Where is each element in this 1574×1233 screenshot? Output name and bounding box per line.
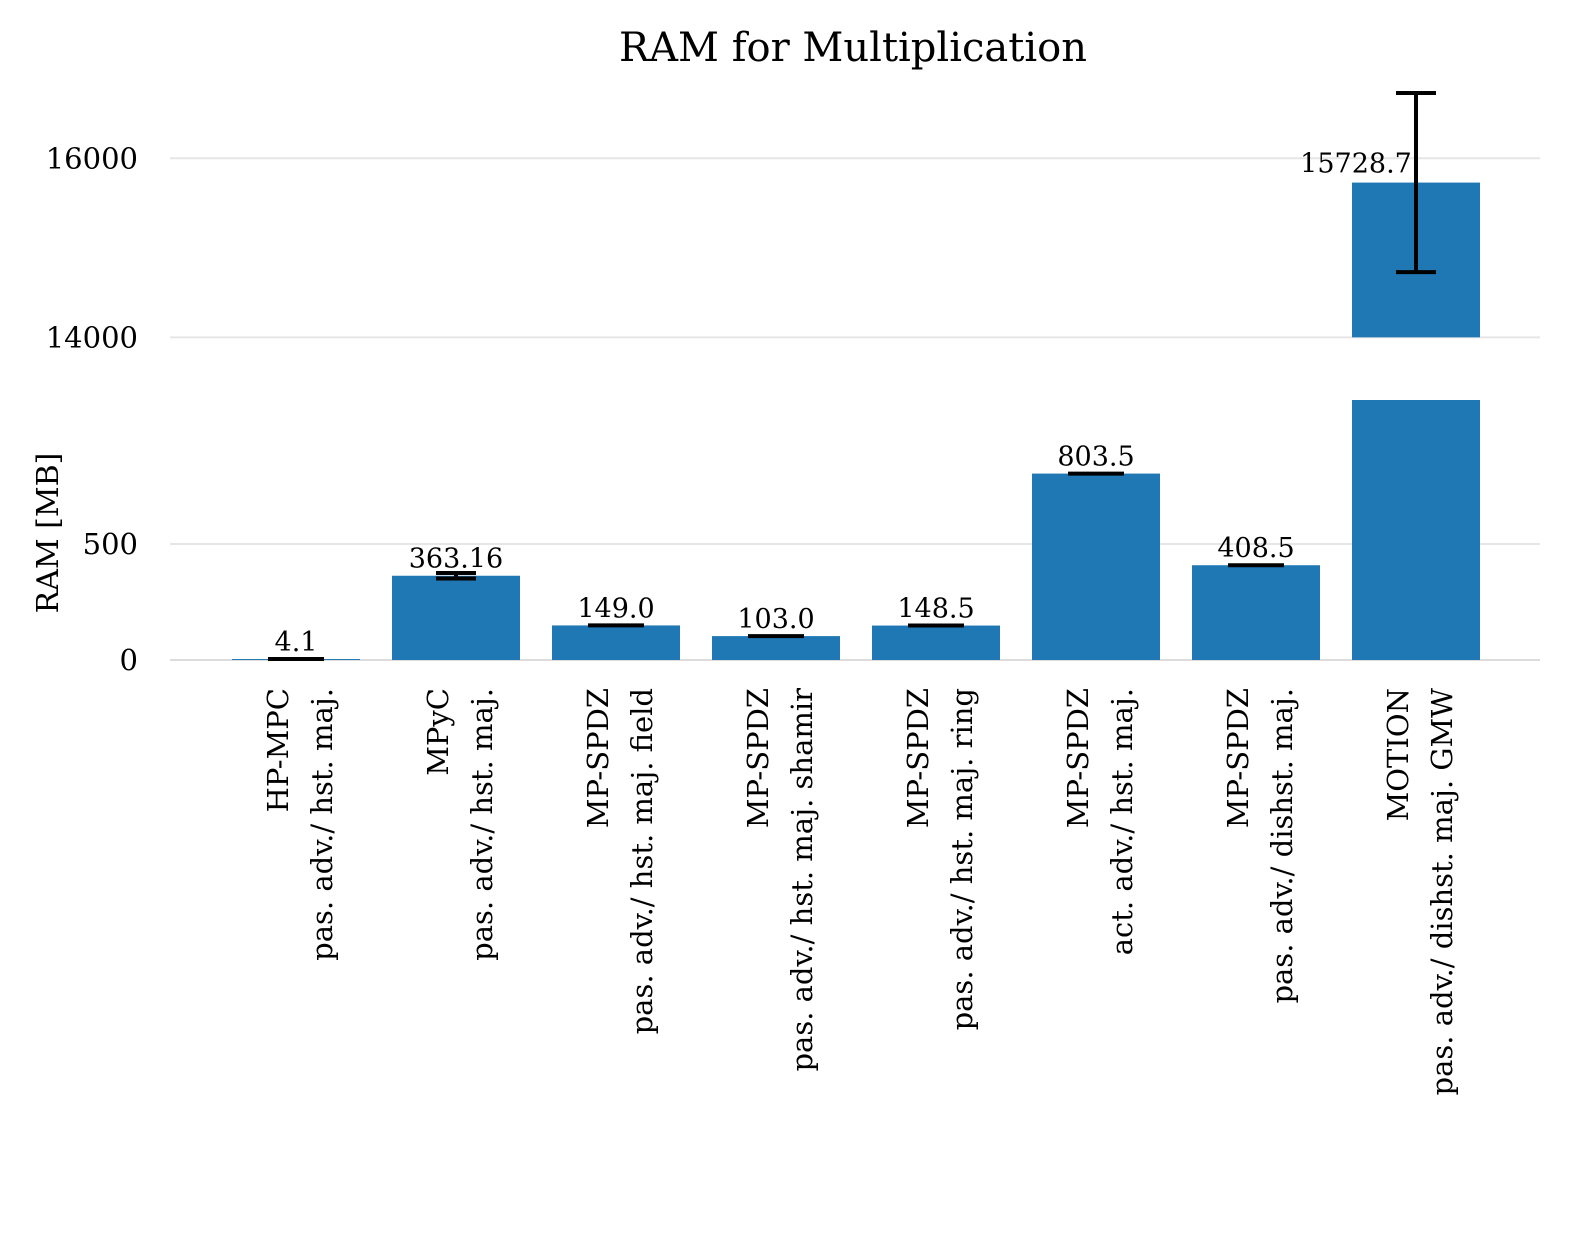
- x-tick-label-line2: pas. adv./ hst. maj.: [305, 688, 339, 961]
- x-tick-label-line2: pas. adv./ hst. maj.: [465, 688, 499, 961]
- x-tick-labels: HP-MPC pas. adv./ hst. maj. MPyC pas. adv./…: [261, 688, 1459, 1096]
- x-tick-label-line2: pas. adv./ hst. maj. ring: [945, 688, 979, 1030]
- grid-lines: [170, 157, 1540, 661]
- value-label: 103.0: [737, 604, 814, 635]
- x-tick-label: MP-SPDZ act. adv./ hst. maj.: [1061, 688, 1139, 955]
- y-tick-label: 500: [83, 527, 138, 561]
- x-tick-label: HP-MPC pas. adv./ hst. maj.: [261, 688, 339, 961]
- value-label: 408.5: [1217, 533, 1294, 564]
- value-label: 149.0: [577, 593, 654, 624]
- x-tick-label-line2: pas. adv./ dishst. maj. GMW: [1425, 688, 1459, 1096]
- x-tick-label-line1: MPyC: [421, 688, 455, 776]
- x-tick-label: MOTION pas. adv./ dishst. maj. GMW: [1381, 688, 1459, 1096]
- y-tick-label: 14000: [46, 320, 138, 354]
- y-tick-label: 0: [120, 643, 138, 677]
- x-tick-label-line2: pas. adv./ hst. maj. field: [625, 688, 659, 1034]
- bar: [1352, 400, 1480, 660]
- x-tick-label: MP-SPDZ pas. adv./ hst. maj. ring: [901, 688, 979, 1030]
- value-labels: 4.1 363.16 149.0 103.0 148.5 803.5 408.5 15728.…: [275, 149, 1412, 658]
- bar: [1032, 473, 1160, 660]
- error-bars: [268, 91, 1436, 662]
- value-label: 15728.7: [1300, 149, 1412, 180]
- bar: [552, 625, 680, 660]
- x-tick-label-line1: MP-SPDZ: [581, 688, 615, 828]
- error-bar: [436, 570, 476, 581]
- error-bar: [1396, 91, 1436, 275]
- x-tick-label-line1: MP-SPDZ: [741, 688, 775, 828]
- x-tick-label-line1: MP-SPDZ: [1221, 688, 1255, 828]
- y-tick-labels: 0 500 14000 16000: [46, 141, 138, 677]
- x-tick-label-line1: MP-SPDZ: [1061, 688, 1095, 828]
- y-tick-label: 16000: [46, 141, 138, 175]
- x-tick-label-line1: MP-SPDZ: [901, 688, 935, 828]
- value-label: 148.5: [897, 594, 974, 625]
- x-tick-label: MP-SPDZ pas. adv./ hst. maj. shamir: [741, 688, 819, 1072]
- value-label: 803.5: [1057, 442, 1134, 473]
- bar: [712, 636, 840, 660]
- bars: [232, 182, 1480, 660]
- value-label: 363.16: [409, 544, 503, 575]
- x-tick-label-line2: act. adv./ hst. maj.: [1105, 688, 1139, 955]
- bar: [1192, 565, 1320, 660]
- x-tick-label: MPyC pas. adv./ hst. maj.: [421, 688, 499, 961]
- chart-title: RAM for Multiplication: [619, 25, 1087, 71]
- bar: [872, 625, 1000, 660]
- value-label: 4.1: [275, 627, 318, 658]
- x-tick-label-line1: HP-MPC: [261, 688, 295, 812]
- x-tick-label-line1: MOTION: [1381, 688, 1415, 821]
- x-tick-label-line2: pas. adv./ dishst. maj.: [1265, 688, 1299, 1004]
- x-tick-label: MP-SPDZ pas. adv./ hst. maj. field: [581, 688, 659, 1034]
- x-tick-label: MP-SPDZ pas. adv./ dishst. maj.: [1221, 688, 1299, 1004]
- x-tick-label-line2: pas. adv./ hst. maj. shamir: [785, 688, 819, 1072]
- y-axis-label: RAM [MB]: [31, 453, 66, 614]
- bar: [392, 575, 520, 660]
